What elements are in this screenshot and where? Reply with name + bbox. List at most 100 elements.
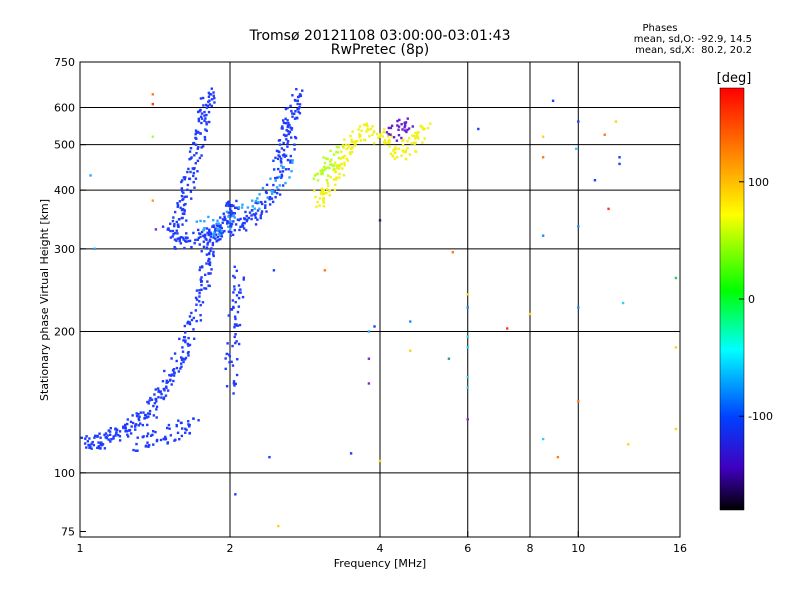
data-point (220, 235, 224, 238)
data-point (201, 301, 205, 304)
data-point (186, 183, 190, 187)
data-point (200, 265, 204, 268)
data-point (371, 133, 374, 136)
data-point (172, 224, 176, 228)
data-point (210, 268, 213, 271)
data-point (260, 212, 263, 215)
data-point (183, 212, 186, 216)
data-point (147, 402, 150, 405)
data-point (148, 399, 151, 402)
data-point (243, 221, 246, 225)
data-point (369, 127, 373, 131)
data-point (173, 245, 176, 249)
data-point (207, 257, 211, 261)
data-point (122, 425, 125, 428)
data-point (396, 155, 399, 159)
data-point (107, 438, 110, 441)
data-point (272, 183, 275, 187)
data-point (272, 168, 276, 171)
data-point (175, 220, 178, 224)
colorbar-ticks: 100 0 -100 (739, 176, 773, 423)
data-point (114, 428, 117, 431)
data-point (233, 384, 236, 387)
data-point (227, 200, 231, 203)
data-point (415, 135, 418, 138)
data-point (205, 113, 208, 117)
data-point (333, 161, 337, 164)
data-point (184, 339, 187, 342)
data-point (265, 183, 269, 187)
data-point (206, 241, 210, 245)
data-point (391, 155, 395, 158)
data-point (286, 125, 289, 129)
data-point (315, 173, 318, 176)
data-point (193, 241, 196, 245)
data-point (227, 225, 230, 228)
data-point (269, 177, 272, 180)
data-point (175, 239, 178, 242)
data-point (183, 195, 186, 199)
data-point (394, 147, 398, 151)
data-point (621, 301, 625, 305)
data-point (404, 121, 408, 124)
data-point (197, 419, 200, 422)
data-point (278, 143, 282, 146)
data-point (281, 170, 285, 173)
data-point (343, 138, 346, 141)
data-point (574, 147, 578, 150)
data-point (264, 200, 267, 204)
data-point (227, 230, 231, 233)
data-point (173, 210, 177, 214)
data-point (198, 156, 202, 160)
data-point (182, 191, 185, 194)
data-point (203, 114, 206, 117)
data-point (278, 138, 282, 142)
data-point (155, 400, 158, 403)
data-point (333, 164, 336, 167)
data-point (181, 212, 185, 215)
data-point (258, 207, 261, 210)
data-point (200, 230, 204, 234)
data-point (151, 93, 155, 96)
data-point (421, 141, 424, 144)
data-point (179, 356, 183, 359)
data-point (192, 180, 195, 184)
data-point (183, 178, 187, 181)
chart-title: Tromsø 20121108 03:00:00-03:01:43 (249, 28, 511, 44)
data-point (350, 147, 353, 150)
data-point (205, 106, 209, 109)
data-point (186, 170, 189, 174)
data-point (280, 164, 283, 167)
data-point (203, 138, 207, 141)
data-point (383, 128, 386, 131)
data-point (217, 222, 221, 225)
data-point (373, 130, 376, 133)
data-point (242, 221, 245, 225)
data-point (146, 423, 149, 427)
data-point (198, 268, 201, 272)
data-point (355, 139, 359, 143)
data-point (382, 130, 385, 134)
data-point (210, 87, 213, 90)
data-point (231, 299, 235, 302)
x-tick-label: 10 (571, 542, 585, 555)
data-point (411, 134, 414, 137)
data-point (126, 433, 129, 436)
data-point (144, 445, 148, 448)
data-point (180, 190, 184, 193)
data-point (357, 128, 360, 131)
data-point (203, 135, 207, 139)
data-point (287, 130, 290, 133)
data-point (350, 150, 354, 154)
data-point (205, 262, 208, 265)
data-point (319, 169, 322, 172)
data-point (285, 138, 288, 141)
data-point (244, 210, 247, 214)
x-tick-label: 16 (673, 542, 687, 555)
data-point (618, 162, 621, 166)
data-point (414, 137, 417, 140)
data-point (447, 357, 451, 360)
data-point (208, 120, 211, 124)
data-point (90, 447, 93, 450)
data-point (211, 225, 214, 228)
